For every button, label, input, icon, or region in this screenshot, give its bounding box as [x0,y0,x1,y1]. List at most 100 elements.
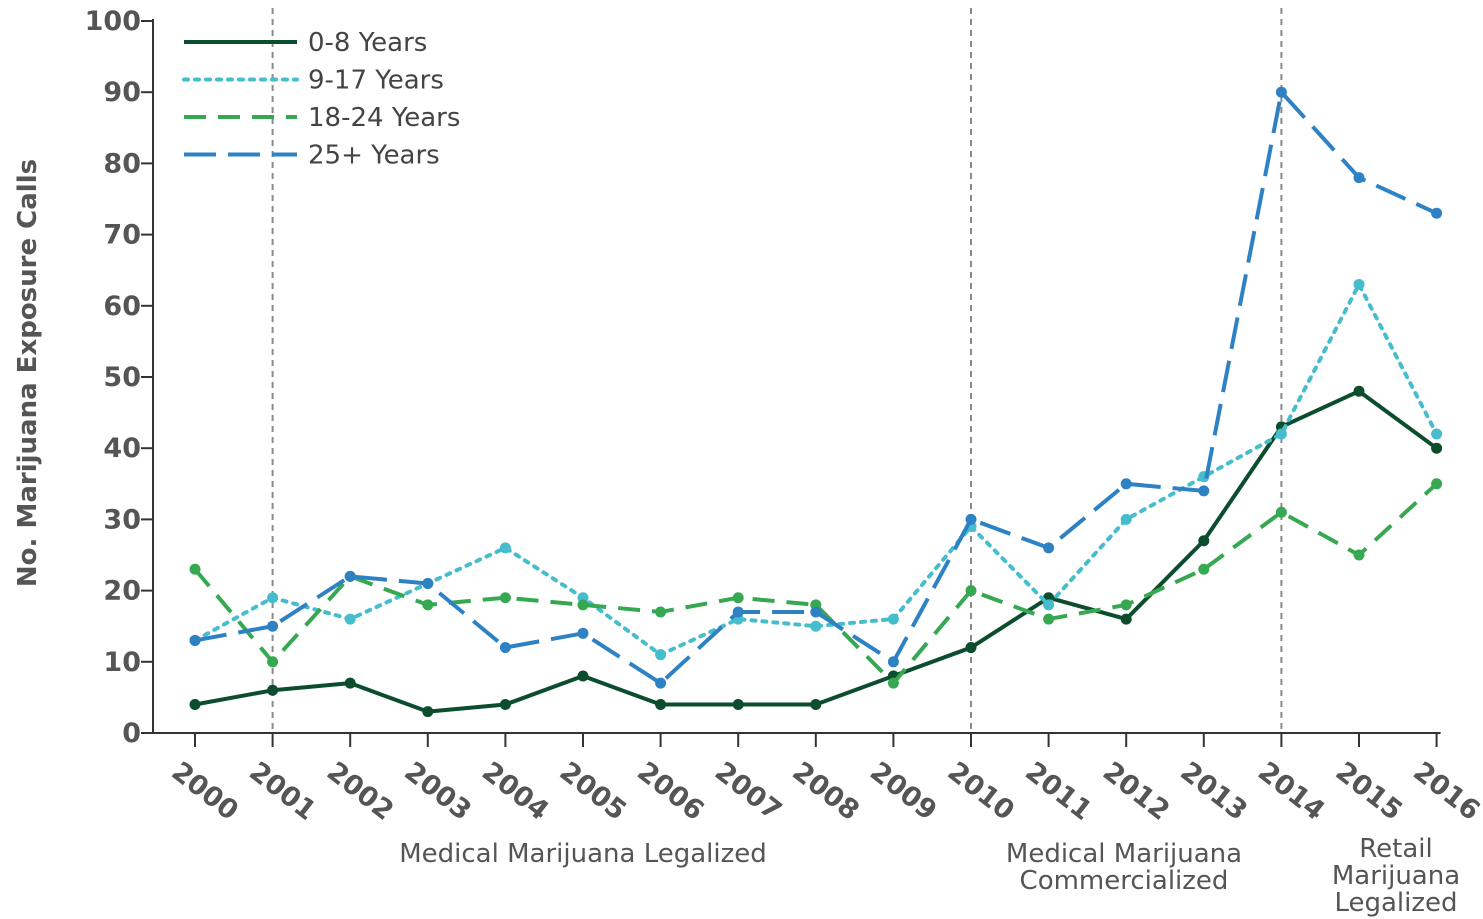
data-point [1120,513,1132,525]
data-point [732,699,744,711]
data-point [1043,542,1055,554]
data-point [1120,599,1132,611]
x-tick-label: 2006 [631,756,709,827]
y-tick-label: 30 [103,504,141,535]
data-point [1275,86,1287,98]
data-point [344,570,356,582]
y-tick-label: 100 [85,6,141,37]
data-point [1431,428,1443,440]
data-point [887,613,899,625]
data-point [965,642,977,654]
data-point [189,563,201,575]
data-point [1275,428,1287,440]
data-point [1353,172,1365,184]
data-point [810,620,822,632]
y-tick-label: 80 [103,148,141,179]
annotation-label: Retail Marijuana Legalized [1332,834,1460,918]
data-point [577,599,589,611]
data-point [1043,613,1055,625]
data-point [1431,207,1443,219]
x-tick-label: 2008 [786,756,864,827]
x-tick-label: 2014 [1252,756,1330,827]
legend: 0-8 Years 9-17 Years 18-24 Years 25+ Years [182,28,460,171]
data-point [655,649,667,661]
series-layer [189,86,1443,718]
data-point [499,542,511,554]
data-point [887,677,899,689]
data-point [499,592,511,604]
data-point [887,656,899,668]
data-point [810,699,822,711]
data-point [189,634,201,646]
data-point [422,706,434,718]
y-tick-label: 0 [122,718,141,749]
y-tick-label: 60 [103,291,141,322]
annotations: Medical Marijuana Legalized Medical Marij… [399,834,1460,918]
data-point [1198,535,1210,547]
data-point [1120,478,1132,490]
data-point [810,606,822,618]
x-tick-label: 2004 [476,756,554,827]
annotation-line: Legalized [1334,888,1457,918]
data-point [965,585,977,597]
data-point [1120,613,1132,625]
annotation-label: Medical Marijuana Legalized [399,839,767,869]
annotation-line: Marijuana [1332,861,1460,891]
y-axis-label: No. Marijuana Exposure Calls [13,159,43,587]
x-tick-label: 2001 [243,756,321,827]
data-point [655,606,667,618]
data-point [1353,549,1365,561]
data-point [577,670,589,682]
data-point [655,677,667,689]
legend-label: 18-24 Years [308,103,460,133]
data-point [655,699,667,711]
x-tick-label: 2015 [1330,756,1408,827]
data-point [267,620,279,632]
data-point [1198,485,1210,497]
data-point [577,627,589,639]
data-point [499,642,511,654]
y-tick-label: 10 [103,647,141,678]
x-tick-label: 2011 [1019,756,1097,827]
data-point [1353,278,1365,290]
x-tick-label: 2016 [1407,756,1483,827]
data-point [965,513,977,525]
x-tick-label: 2005 [554,756,632,827]
data-point [422,599,434,611]
data-point [267,656,279,668]
data-point [1431,442,1443,454]
data-point [344,677,356,689]
legend-label: 25+ Years [308,141,440,171]
data-point [1275,506,1287,518]
data-point [344,613,356,625]
data-point [422,577,434,589]
x-tick-label: 2010 [942,756,1020,827]
annotation-line: Commercialized [1020,866,1229,896]
legend-label: 0-8 Years [308,28,427,58]
legend-label: 9-17 Years [308,66,444,96]
annotation-line: Retail [1359,834,1432,864]
data-point [1043,599,1055,611]
x-tick-label: 2012 [1097,756,1175,827]
y-tick-label: 70 [103,220,141,251]
y-tick-label: 20 [103,576,141,607]
x-tick-label: 2002 [321,756,399,827]
data-point [732,606,744,618]
data-point [1353,385,1365,397]
y-tick-label: 50 [103,362,141,393]
annotation-label: Medical Marijuana Commercialized [1006,839,1242,896]
data-point [499,699,511,711]
data-point [732,592,744,604]
x-tick-label: 2009 [864,756,942,827]
series-line-2 [193,482,1438,686]
series-line-3 [194,90,1438,686]
data-point [189,699,201,711]
data-point [1198,563,1210,575]
x-tick-label: 2007 [709,756,787,827]
annotation-line: Medical Marijuana Legalized [399,839,767,869]
data-point [267,592,279,604]
x-tick-label: 2003 [398,756,476,827]
x-tick-label: 2000 [166,756,244,827]
